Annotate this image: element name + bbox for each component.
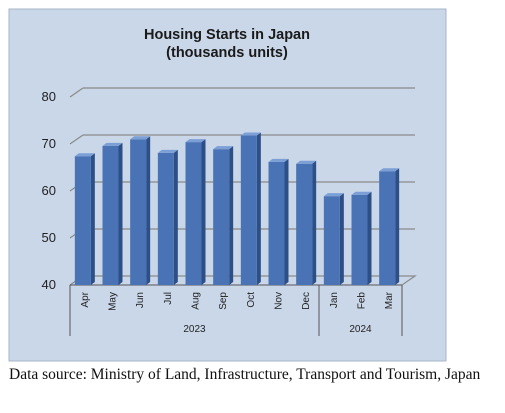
bar <box>157 152 174 285</box>
bar-top <box>268 158 289 162</box>
x-tick-label: Dec <box>301 292 312 310</box>
year-label: 2023 <box>183 324 206 335</box>
x-tick-label: Oct <box>246 292 257 308</box>
bar-side <box>284 158 289 285</box>
bar-top <box>130 136 151 140</box>
x-tick-label: Nov <box>274 292 285 310</box>
year-label: 2024 <box>349 324 372 335</box>
bar-side <box>201 139 206 285</box>
bar-side <box>256 132 261 285</box>
chart-title: Housing Starts in Japan <box>144 27 310 43</box>
bar <box>130 139 147 285</box>
bar <box>74 156 91 285</box>
y-tick-label: 70 <box>42 136 56 151</box>
bar-side <box>395 168 400 285</box>
bar <box>296 163 313 285</box>
x-tick-label: Jun <box>135 292 146 308</box>
bar-top <box>323 193 344 197</box>
bar-side <box>173 149 178 285</box>
bar-side <box>118 142 123 285</box>
bars <box>74 132 400 285</box>
bar-top <box>379 168 400 172</box>
x-tick-label: Jan <box>329 292 340 308</box>
chart-subtitle: (thousands units) <box>166 45 288 61</box>
x-tick-label: Mar <box>384 291 395 309</box>
y-tick-label: 40 <box>42 277 56 292</box>
gridline-depth <box>69 87 84 98</box>
x-tick-label: May <box>108 292 119 311</box>
bar-side <box>339 193 344 285</box>
bar <box>213 149 230 285</box>
y-tick-label: 60 <box>42 183 56 198</box>
bar-top <box>296 160 317 164</box>
x-tick-label: Apr <box>80 291 91 307</box>
bar-top <box>157 149 178 153</box>
bar <box>102 145 119 285</box>
axis-labels: 40 50 60 70 80 Apr May Jun Jul Aug Sep Oct Nov Dec Jan… <box>42 89 396 335</box>
bar-side <box>367 191 372 285</box>
data-source-caption: Data source: Ministry of Land, Infrastru… <box>9 366 481 383</box>
bar-side <box>229 146 234 285</box>
bar-top <box>351 191 372 195</box>
bar <box>240 135 257 285</box>
y-tick-label: 50 <box>42 230 56 245</box>
gridline-depth <box>69 134 84 145</box>
bar <box>351 194 368 285</box>
bar-top <box>74 153 95 157</box>
x-tick-label: Sep <box>218 292 229 310</box>
bar-side <box>146 136 151 285</box>
y-tick-label: 80 <box>42 89 56 104</box>
bar-side <box>312 160 317 285</box>
bar <box>185 142 202 285</box>
bar <box>379 171 396 285</box>
bar <box>323 196 340 285</box>
bar-top <box>213 146 234 150</box>
x-tick-label: Jul <box>163 292 174 305</box>
bar-side <box>90 153 95 285</box>
bar <box>268 161 285 285</box>
bar-top <box>185 139 206 143</box>
bar-top <box>240 132 261 136</box>
x-tick-label: Feb <box>357 292 368 310</box>
x-tick-label: Aug <box>191 292 202 310</box>
bar-top <box>102 142 123 146</box>
